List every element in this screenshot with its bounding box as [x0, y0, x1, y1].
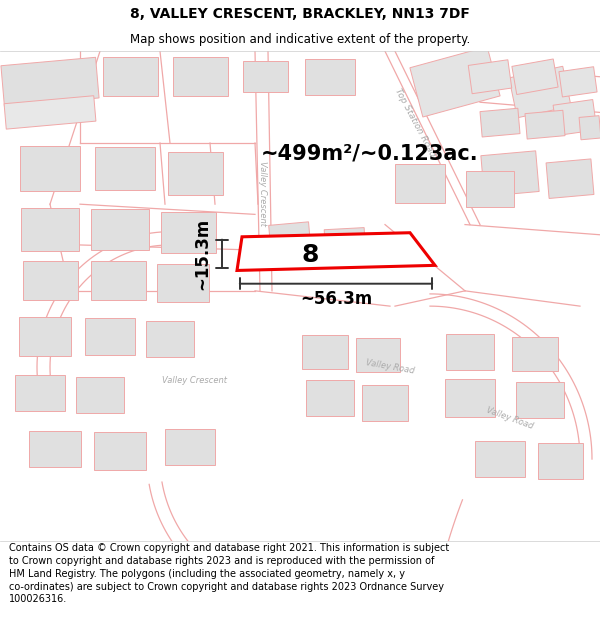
Polygon shape: [445, 379, 495, 418]
Polygon shape: [475, 441, 525, 477]
Polygon shape: [4, 96, 96, 129]
Polygon shape: [395, 164, 445, 203]
Polygon shape: [509, 66, 571, 118]
Polygon shape: [91, 209, 149, 250]
Text: Contains OS data © Crown copyright and database right 2021. This information is : Contains OS data © Crown copyright and d…: [9, 543, 449, 604]
Polygon shape: [559, 67, 597, 97]
Polygon shape: [362, 385, 408, 421]
Polygon shape: [446, 334, 494, 370]
Polygon shape: [525, 110, 565, 139]
Polygon shape: [173, 58, 227, 96]
Polygon shape: [242, 61, 287, 92]
Polygon shape: [512, 338, 558, 371]
Polygon shape: [553, 99, 597, 136]
Polygon shape: [76, 377, 124, 412]
Polygon shape: [302, 335, 348, 369]
Polygon shape: [85, 318, 135, 355]
Polygon shape: [466, 171, 514, 208]
Text: 8: 8: [301, 243, 319, 267]
Polygon shape: [161, 213, 215, 253]
Polygon shape: [356, 338, 400, 372]
Text: ~56.3m: ~56.3m: [300, 290, 372, 308]
Polygon shape: [410, 47, 500, 117]
Polygon shape: [468, 60, 512, 94]
Polygon shape: [269, 222, 311, 258]
Polygon shape: [1, 58, 99, 106]
Polygon shape: [305, 59, 355, 94]
Polygon shape: [94, 431, 146, 470]
Polygon shape: [480, 108, 520, 137]
Polygon shape: [21, 208, 79, 251]
Polygon shape: [15, 375, 65, 411]
Polygon shape: [19, 318, 71, 356]
Polygon shape: [167, 152, 223, 195]
Text: Valley Road: Valley Road: [365, 359, 415, 376]
Polygon shape: [579, 116, 600, 140]
Text: Valley Crescent: Valley Crescent: [163, 376, 227, 385]
Polygon shape: [91, 261, 146, 300]
Polygon shape: [29, 431, 81, 467]
Text: Top Station Road: Top Station Road: [393, 87, 437, 159]
Polygon shape: [546, 159, 594, 199]
Polygon shape: [237, 232, 435, 271]
Polygon shape: [306, 380, 354, 416]
Polygon shape: [481, 151, 539, 196]
Polygon shape: [538, 443, 583, 479]
Polygon shape: [23, 261, 77, 300]
Polygon shape: [146, 321, 194, 357]
Polygon shape: [20, 146, 80, 191]
Text: Map shows position and indicative extent of the property.: Map shows position and indicative extent…: [130, 34, 470, 46]
Polygon shape: [512, 59, 558, 94]
Polygon shape: [103, 58, 157, 96]
Polygon shape: [95, 147, 155, 190]
Text: Valley Road: Valley Road: [485, 406, 535, 431]
Text: ~499m²/~0.123ac.: ~499m²/~0.123ac.: [261, 143, 479, 163]
Polygon shape: [165, 429, 215, 464]
Text: 8, VALLEY CRESCENT, BRACKLEY, NN13 7DF: 8, VALLEY CRESCENT, BRACKLEY, NN13 7DF: [130, 8, 470, 21]
Polygon shape: [324, 228, 366, 262]
Text: ~15.3m: ~15.3m: [193, 217, 211, 290]
Text: Valley Crescent: Valley Crescent: [259, 161, 268, 226]
Polygon shape: [157, 264, 209, 301]
Polygon shape: [516, 382, 564, 418]
